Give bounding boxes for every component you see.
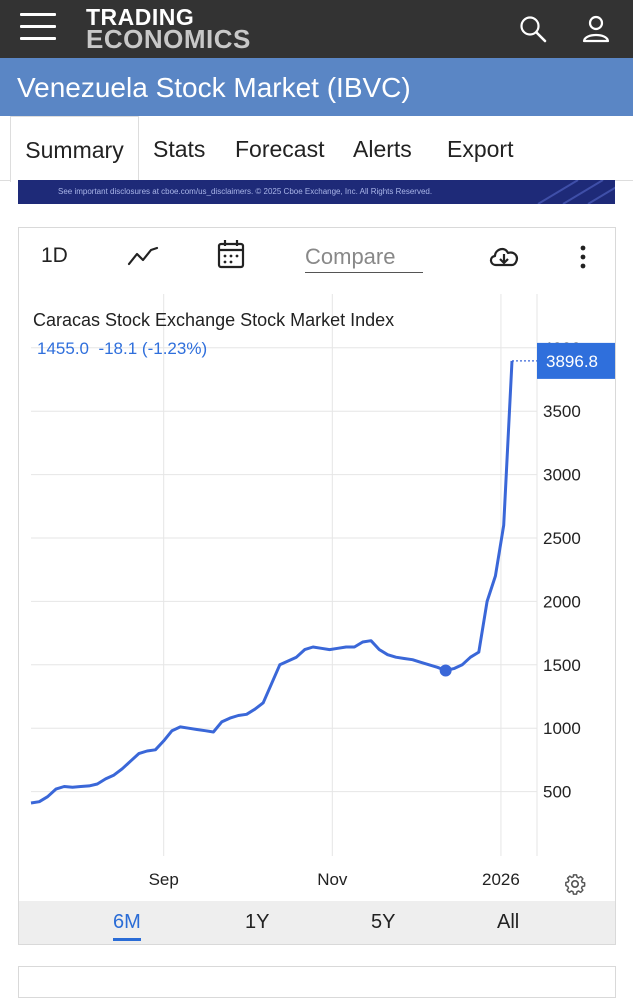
tab-stats[interactable]: Stats [153, 136, 206, 162]
disclaimer-text: See important disclosures at cboe.com/us… [58, 187, 433, 196]
logo-line-1: TRADING [86, 4, 195, 30]
y-tick-label: 2500 [543, 529, 581, 548]
hover-point [439, 664, 452, 677]
logo-line-2: ECONOMICS [86, 24, 251, 54]
y-tick-label: 3000 [543, 466, 581, 485]
period-1y[interactable]: 1Y [245, 911, 270, 933]
search-icon[interactable] [518, 14, 548, 44]
y-tick-label: 1500 [543, 656, 581, 675]
y-tick-label: 2000 [543, 592, 581, 611]
period-5y[interactable]: 5Y [371, 911, 396, 933]
period-all[interactable]: All [497, 911, 520, 933]
next-section-card [18, 966, 616, 998]
chart-title: Caracas Stock Exchange Stock Market Inde… [33, 310, 394, 330]
last-value-text: 3896.8 [546, 352, 598, 371]
gear-icon[interactable] [564, 873, 586, 895]
chart-summary: 1455.0 -18.1 (-1.23%) [37, 339, 207, 358]
x-tick-label: Sep [149, 870, 179, 889]
trading-economics-logo[interactable]: TRADING ECONOMICS [86, 4, 251, 54]
interval-selector[interactable]: 1D [41, 244, 68, 267]
y-tick-label: 1000 [543, 719, 581, 738]
download-cloud-icon[interactable] [487, 243, 521, 269]
tab-alerts[interactable]: Alerts [353, 136, 412, 162]
tab-export[interactable]: Export [447, 136, 514, 162]
calendar-icon[interactable] [217, 239, 245, 269]
line-chart[interactable]: 5001000150020002500300035004000 SepNov20… [19, 284, 615, 901]
chart-card: 1D Compare 50010001500200025003000350040… [18, 227, 616, 945]
more-vertical-icon[interactable] [579, 244, 587, 270]
y-tick-label: 500 [543, 783, 571, 802]
compare-input[interactable]: Compare [305, 242, 423, 273]
banner-decoration [537, 180, 615, 204]
disclaimer-banner: See important disclosures at cboe.com/us… [18, 180, 615, 204]
x-axis-ticks: Sep Nov 2026 [149, 870, 520, 889]
top-navigation-bar: TRADING ECONOMICS [0, 0, 633, 58]
series-line [30, 360, 514, 805]
period-selector: 6M 1Y 5Y All [19, 901, 615, 944]
y-tick-label: 3500 [543, 402, 581, 421]
line-chart-icon[interactable] [127, 244, 159, 268]
user-icon[interactable] [581, 14, 611, 44]
x-tick-label: 2026 [482, 870, 520, 889]
tab-bar: Summary Stats Forecast Alerts Export [0, 116, 633, 182]
page-title: Venezuela Stock Market (IBVC) [17, 72, 411, 103]
last-value-label: 3896.8 [537, 342, 615, 379]
hamburger-menu-icon[interactable] [20, 13, 56, 41]
x-tick-label: Nov [317, 870, 348, 889]
page-title-bar: Venezuela Stock Market (IBVC) [0, 58, 633, 116]
chart-grid [31, 294, 538, 856]
tab-forecast[interactable]: Forecast [235, 136, 325, 162]
period-6m[interactable]: 6M [113, 911, 141, 941]
tab-summary[interactable]: Summary [10, 116, 139, 182]
y-axis-ticks: 5001000150020002500300035004000 [543, 339, 581, 802]
